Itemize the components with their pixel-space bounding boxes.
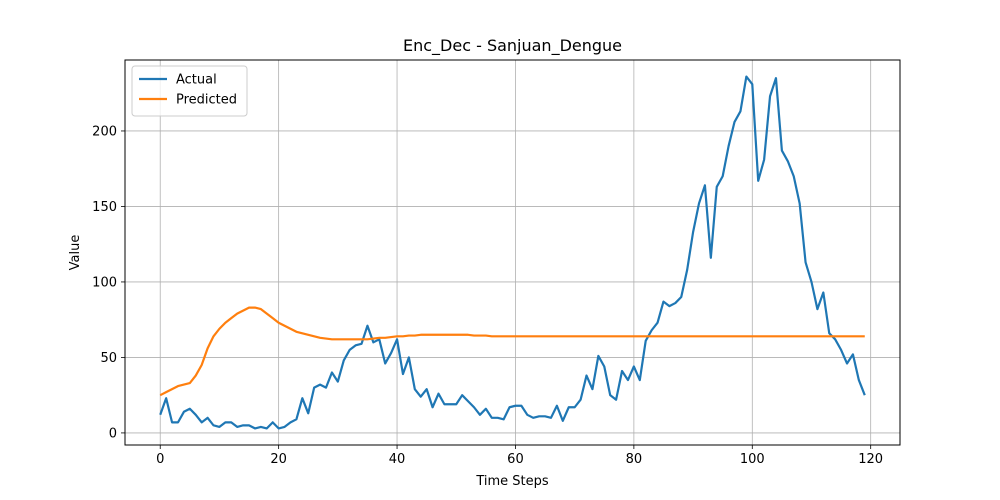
- y-axis-label: Value: [68, 235, 83, 271]
- y-tick-label: 100: [92, 275, 117, 290]
- legend: Actual Predicted: [131, 65, 248, 117]
- x-tick-label: 40: [389, 452, 406, 467]
- y-tick-label: 150: [92, 200, 117, 215]
- y-tick-label: 0: [109, 426, 117, 441]
- x-axis-label: Time Steps: [475, 474, 549, 489]
- x-tick-label: 60: [507, 452, 524, 467]
- y-axis-ticks: 0 50 100 150 200: [92, 124, 125, 441]
- series-layer: [159, 75, 866, 430]
- y-tick-label: 200: [92, 124, 117, 139]
- x-axis-ticks: 0 20 40 60 80 100 120: [156, 445, 883, 467]
- x-tick-label: 0: [156, 452, 164, 467]
- series-line-predicted: [159, 306, 865, 397]
- series-line-actual: [159, 75, 866, 430]
- x-tick-label: 20: [270, 452, 287, 467]
- legend-label-actual: Actual: [176, 73, 217, 88]
- plot-area-frame: [124, 59, 901, 446]
- y-tick-label: 50: [100, 351, 117, 366]
- x-tick-label: 80: [626, 452, 643, 467]
- x-tick-label: 120: [858, 452, 883, 467]
- x-tick-label: 100: [740, 452, 765, 467]
- legend-label-predicted: Predicted: [176, 93, 237, 108]
- grid-lines: [125, 60, 900, 445]
- chart-title: Enc_Dec - Sanjuan_Dengue: [403, 36, 622, 56]
